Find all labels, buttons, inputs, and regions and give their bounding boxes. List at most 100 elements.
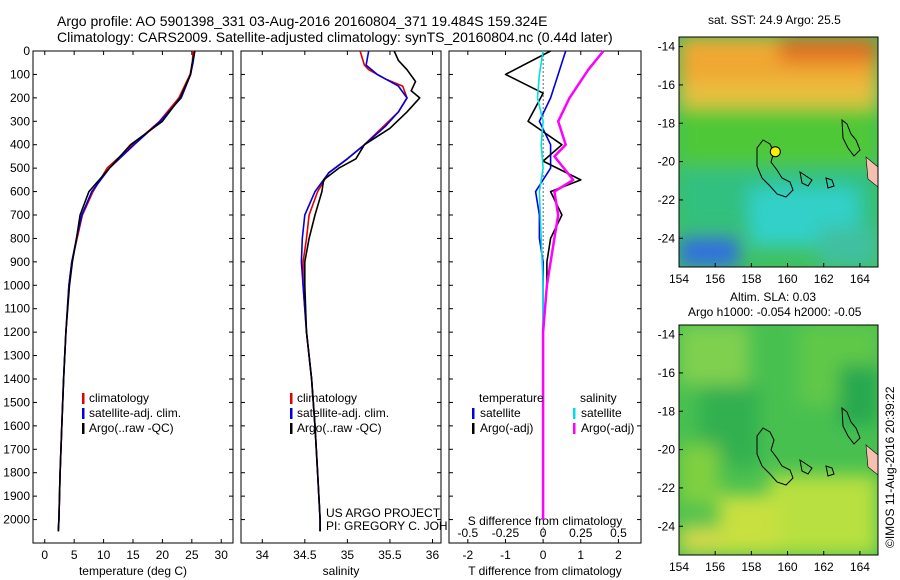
map-ytick-label: -18 bbox=[658, 116, 676, 130]
map-blob bbox=[679, 325, 749, 385]
map-ytick-label: -20 bbox=[658, 155, 676, 169]
xtick-label: 34.5 bbox=[293, 548, 317, 562]
map-blob bbox=[819, 227, 878, 267]
legend-swatch bbox=[472, 423, 475, 434]
map-xtick-label: 160 bbox=[778, 272, 798, 286]
island-outline bbox=[756, 139, 794, 198]
map-xtick-label: 158 bbox=[741, 272, 761, 286]
map-xtick-label: 162 bbox=[814, 560, 834, 574]
series-line bbox=[541, 50, 605, 520]
ytick-label: 1300 bbox=[3, 349, 30, 363]
map-blob bbox=[839, 365, 878, 425]
xtick-label: 0 bbox=[540, 548, 547, 562]
map-ytick-label: -22 bbox=[658, 193, 676, 207]
legend-label: satellite-adj. clim. bbox=[89, 406, 181, 420]
ytick-label: 1900 bbox=[3, 489, 30, 503]
sla-map-subtitle: Argo h1000: -0.054 h2000: -0.05 bbox=[688, 305, 862, 319]
map-ytick-label: -22 bbox=[658, 481, 676, 495]
map-xtick-label: 160 bbox=[778, 560, 798, 574]
map-xtick-label: 164 bbox=[850, 272, 870, 286]
xtick-label: 36 bbox=[426, 548, 440, 562]
legend-title-s: salinity bbox=[580, 391, 617, 405]
coastline bbox=[865, 444, 878, 476]
xlabel: temperature (deg C) bbox=[79, 564, 187, 578]
panel-sal-frame bbox=[240, 50, 442, 544]
ytick-label: 600 bbox=[10, 185, 30, 199]
xlabel-s: S difference from climatology bbox=[468, 514, 623, 528]
map-ytick-label: -24 bbox=[658, 519, 676, 533]
sst-map-title: sat. SST: 24.9 Argo: 25.5 bbox=[708, 13, 841, 27]
map-blob bbox=[769, 475, 878, 555]
legend-label: satellite-adj. clim. bbox=[297, 406, 389, 420]
legend-swatch bbox=[573, 408, 576, 419]
legend-swatch bbox=[82, 423, 85, 434]
argo-position-marker bbox=[769, 146, 781, 158]
island-outline bbox=[799, 458, 813, 475]
island-outline bbox=[799, 170, 813, 187]
xtick-label: 1 bbox=[577, 548, 584, 562]
legend-swatch bbox=[573, 423, 576, 434]
panel-temp-frame bbox=[32, 50, 234, 544]
map-ytick-label: -16 bbox=[658, 78, 676, 92]
legend-swatch bbox=[472, 408, 475, 419]
map-xtick-label: 156 bbox=[705, 560, 725, 574]
xtick-label: 15 bbox=[126, 548, 140, 562]
ytick-label: 1200 bbox=[3, 325, 30, 339]
ytick-label: 1600 bbox=[3, 419, 30, 433]
xtick-label-s: 0.5 bbox=[610, 526, 627, 540]
panel-temp: 0100200300400500600700800900100011001200… bbox=[3, 44, 234, 578]
xtick-label-s: -0.5 bbox=[457, 526, 478, 540]
sla-map-title: Altim. SLA: 0.03 bbox=[730, 290, 817, 304]
xtick-label: -1 bbox=[500, 548, 511, 562]
ytick-label: 800 bbox=[10, 231, 30, 245]
map-blob bbox=[719, 495, 779, 555]
xtick-label: 25 bbox=[185, 548, 199, 562]
ytick-label: 900 bbox=[10, 255, 30, 269]
map-blob bbox=[679, 445, 719, 505]
panel-diff: -2 -1 0 1 2-0.5 -0.25 0 0.25 0.5S difference fro… bbox=[448, 50, 642, 578]
island-outline bbox=[825, 465, 835, 477]
legend-swatch bbox=[82, 408, 85, 419]
legend-label: climatology bbox=[89, 391, 149, 405]
map-ytick-label: -14 bbox=[658, 40, 676, 54]
map-blobs bbox=[679, 37, 878, 267]
map-xtick-label: 162 bbox=[814, 272, 834, 286]
legend-title-t: temperature bbox=[479, 391, 544, 405]
legend-label: Argo(..raw -QC) bbox=[89, 421, 174, 435]
ytick-label: 1100 bbox=[4, 302, 30, 316]
legend-label: climatology bbox=[297, 391, 357, 405]
map-xtick-label: 158 bbox=[741, 560, 761, 574]
map-ytick-label: -16 bbox=[658, 366, 676, 380]
series-line bbox=[57, 50, 196, 532]
xtick-label: 2 bbox=[615, 548, 622, 562]
legend-label: Argo(-adj) bbox=[480, 421, 533, 435]
ytick-label: 400 bbox=[10, 138, 30, 152]
header-line-2: Climatology: CARS2009. Satellite-adjuste… bbox=[57, 29, 613, 45]
map-blob bbox=[779, 37, 878, 62]
xtick-label: 20 bbox=[156, 548, 170, 562]
ytick-label: 1800 bbox=[3, 466, 30, 480]
map-xtick-label: 156 bbox=[705, 272, 725, 286]
island-outline bbox=[825, 177, 835, 189]
legend-swatch bbox=[290, 393, 293, 404]
map-blobs bbox=[679, 325, 878, 555]
map-field bbox=[679, 325, 878, 555]
map-ytick-label: -18 bbox=[658, 404, 676, 418]
map-xtick-label: 154 bbox=[669, 560, 689, 574]
legend-swatch bbox=[290, 423, 293, 434]
header-line-1: Argo profile: AO 5901398_331 03-Aug-2016… bbox=[57, 13, 548, 29]
project-note: US ARGO PROJECT bbox=[326, 506, 441, 520]
xtick-label: 5 bbox=[71, 548, 78, 562]
xtick-label: 10 bbox=[97, 548, 111, 562]
ytick-label: 2000 bbox=[3, 513, 30, 527]
map-xtick-label: 154 bbox=[669, 272, 689, 286]
xtick-label: 35.5 bbox=[378, 548, 402, 562]
sla-map: 154 156 158 160 162 164 -14 -16 -18 -20 -22 -24 bbox=[658, 324, 879, 574]
ytick-label: 1000 bbox=[3, 278, 30, 292]
map-ytick-label: -20 bbox=[658, 443, 676, 457]
map-ytick-label: -14 bbox=[658, 328, 676, 342]
xtick-label-s: -0.25 bbox=[492, 526, 520, 540]
coastline bbox=[865, 156, 878, 188]
ytick-label: 100 bbox=[10, 67, 30, 81]
